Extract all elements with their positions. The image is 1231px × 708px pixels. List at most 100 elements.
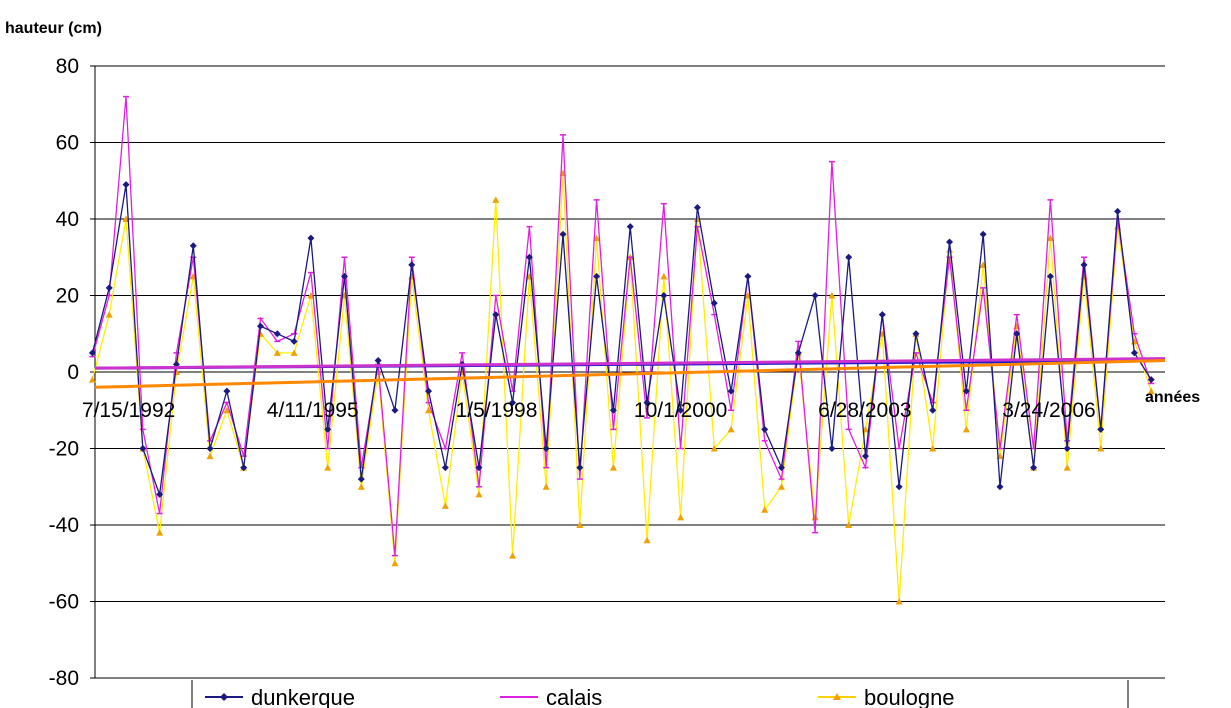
data-point-dunkerque	[273, 330, 281, 338]
data-point-boulogne	[105, 311, 113, 318]
data-point-boulogne	[1063, 464, 1071, 471]
data-point-dunkerque	[122, 181, 130, 189]
data-point-boulogne	[425, 406, 433, 414]
data-point-dunkerque	[105, 284, 113, 292]
data-point-boulogne	[777, 483, 785, 490]
data-point-boulogne	[761, 506, 769, 513]
y-tick-label: 20	[56, 285, 79, 308]
data-point-boulogne	[357, 483, 365, 490]
data-point-dunkerque	[1147, 376, 1155, 384]
data-point-boulogne	[475, 490, 483, 498]
series-boulogne	[88, 169, 1155, 605]
trend-line-boulogne	[94, 359, 1166, 389]
x-tick-label: 4/11/1995	[267, 399, 359, 422]
legend: dunkerque calais boulogne	[191, 680, 1129, 708]
series-line-boulogne	[91, 173, 1152, 602]
data-point-dunkerque	[374, 357, 382, 365]
data-point-dunkerque	[391, 406, 399, 414]
data-point-boulogne	[576, 521, 584, 528]
data-point-dunkerque	[189, 242, 197, 250]
data-point-dunkerque	[206, 445, 214, 452]
data-point-boulogne	[273, 349, 281, 356]
trend-layer	[94, 357, 1166, 389]
grid-layer	[90, 65, 1165, 679]
legend-item-boulogne: boulogne	[818, 685, 955, 708]
data-point-dunkerque	[240, 464, 248, 472]
data-point-dunkerque	[677, 406, 685, 414]
data-point-dunkerque	[1063, 445, 1071, 452]
x-tick-label: 10/1/2000	[634, 399, 727, 422]
y-tick-label: 60	[56, 132, 79, 155]
x-tick-label: 6/28/2003	[818, 399, 911, 422]
series-layer	[88, 95, 1155, 605]
legend-marker-dunkerque	[220, 693, 228, 701]
data-point-dunkerque	[425, 387, 433, 395]
data-point-boulogne	[492, 196, 500, 203]
x-tick-label: 7/15/1992	[82, 399, 175, 422]
data-point-dunkerque	[341, 272, 349, 280]
data-point-dunkerque	[525, 253, 533, 261]
x-tick-label: 3/24/2006	[1002, 399, 1095, 422]
data-point-dunkerque	[1097, 425, 1105, 433]
data-point-dunkerque	[710, 299, 718, 307]
x-tick-labels: 7/15/1992 4/11/1995 1/5/1998 10/1/2000 6/28/…	[82, 399, 1096, 422]
data-point-dunkerque	[576, 464, 584, 472]
data-point-dunkerque	[156, 490, 164, 498]
data-point-dunkerque	[324, 425, 332, 433]
data-point-dunkerque	[811, 292, 819, 299]
data-point-dunkerque	[408, 261, 416, 269]
y-tick-label: -80	[49, 667, 79, 690]
data-point-dunkerque	[626, 223, 634, 231]
data-point-boulogne	[677, 513, 685, 521]
data-point-dunkerque	[895, 483, 903, 491]
data-point-dunkerque	[559, 230, 567, 238]
x-axis-label: années	[1145, 389, 1200, 406]
data-point-boulogne	[1147, 387, 1155, 395]
legend-item-dunkerque: dunkerque	[205, 685, 355, 708]
data-point-boulogne	[727, 425, 735, 433]
data-point-dunkerque	[727, 387, 735, 395]
series-calais	[89, 95, 1155, 557]
data-point-dunkerque	[492, 311, 500, 319]
data-point-dunkerque	[946, 238, 954, 246]
data-point-boulogne	[609, 464, 617, 471]
data-point-dunkerque	[1080, 261, 1088, 269]
data-point-boulogne	[660, 272, 668, 280]
data-point-boulogne	[962, 425, 970, 433]
data-point-dunkerque	[609, 406, 617, 414]
data-point-dunkerque	[509, 399, 517, 407]
y-tick-label: 40	[56, 208, 79, 231]
data-point-dunkerque	[996, 483, 1004, 491]
data-point-dunkerque	[862, 452, 870, 460]
data-point-dunkerque	[88, 349, 96, 357]
data-point-boulogne	[324, 464, 332, 471]
data-point-boulogne	[509, 552, 517, 559]
data-point-dunkerque	[1013, 330, 1021, 338]
data-point-boulogne	[710, 445, 718, 452]
data-point-dunkerque	[845, 253, 853, 261]
legend-item-calais: calais	[500, 685, 602, 708]
y-axis-label: hauteur (cm)	[5, 20, 102, 37]
data-point-boulogne	[1013, 322, 1021, 330]
x-tick-label: 1/5/1998	[456, 399, 538, 422]
y-tick-label: -20	[49, 438, 79, 461]
data-point-boulogne	[88, 376, 96, 383]
data-point-boulogne	[643, 536, 651, 544]
data-point-boulogne	[290, 349, 298, 356]
data-point-dunkerque	[256, 322, 264, 330]
data-point-dunkerque	[1030, 464, 1038, 472]
legend-marker-boulogne	[833, 693, 841, 700]
data-point-boulogne	[946, 246, 954, 253]
data-point-dunkerque	[475, 464, 483, 472]
legend-label-boulogne: boulogne	[864, 685, 955, 708]
data-point-boulogne	[1046, 234, 1054, 242]
data-point-dunkerque	[794, 349, 802, 357]
data-point-dunkerque	[912, 330, 920, 338]
data-point-dunkerque	[357, 475, 365, 483]
series-line-dunkerque	[91, 184, 1152, 495]
data-point-boulogne	[845, 521, 853, 528]
data-point-dunkerque	[139, 445, 147, 452]
data-point-boulogne	[1097, 445, 1105, 452]
data-point-dunkerque	[1130, 349, 1138, 357]
